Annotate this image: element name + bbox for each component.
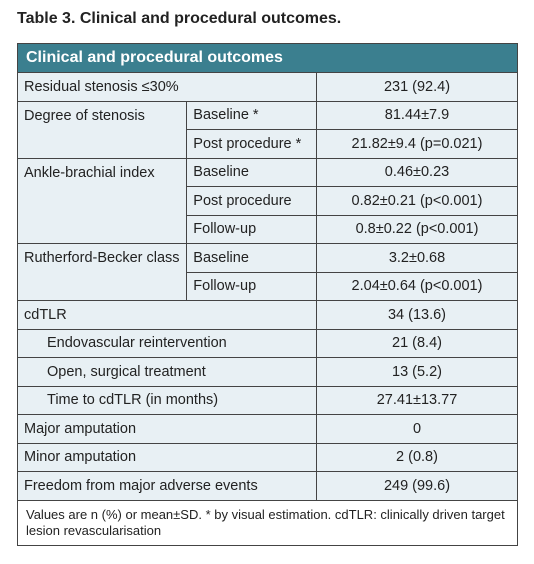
row: Ankle-brachial index Baseline 0.46±0.23 — [16, 157, 518, 244]
table-header: Clinical and procedural outcomes — [17, 43, 518, 73]
row: cdTLR 34 (13.6) — [17, 300, 518, 330]
row: Minor amputation 2 (0.8) — [17, 442, 518, 472]
group-label: Rutherford-Becker class — [16, 243, 188, 301]
row: Freedom from major adverse events 249 (99… — [17, 471, 518, 501]
group-label: Degree of stenosis — [16, 100, 188, 159]
outcomes-table: Clinical and procedural outcomes Residual… — [16, 43, 518, 546]
sub-label: Baseline — [186, 243, 317, 273]
label: Residual stenosis ≤30% — [17, 72, 317, 102]
row: Follow-up 2.04±0.64 (p<0.001) — [18, 271, 518, 301]
row: Clinical and procedural outcomes — [17, 43, 518, 73]
value: 0.8±0.22 (p<0.001) — [316, 214, 518, 244]
value: 0.82±0.21 (p<0.001) — [316, 186, 518, 216]
value: 2 (0.8) — [316, 442, 518, 472]
row: Rutherford-Becker class Baseline 3.2±0.68 — [16, 243, 518, 301]
item-label: Time to cdTLR (in months) — [17, 385, 317, 415]
value: 2.04±0.64 (p<0.001) — [316, 271, 518, 301]
sub-label: Baseline — [186, 157, 317, 187]
value: 0.46±0.23 — [316, 157, 518, 187]
label: cdTLR — [17, 300, 317, 330]
row: Post procedure * 21.82±9.4 (p=0.021) — [18, 129, 518, 159]
label: Freedom from major adverse events — [17, 471, 317, 501]
row: Open, surgical treatment 13 (5.2) — [17, 357, 518, 387]
row: Time to cdTLR (in months) 27.41±13.77 — [17, 385, 518, 415]
value: 0 — [316, 414, 518, 444]
label: Major amputation — [17, 414, 317, 444]
value: 27.41±13.77 — [316, 385, 518, 415]
sub-label: Post procedure — [186, 186, 317, 216]
row: Major amputation 0 — [17, 414, 518, 444]
row: Follow-up 0.8±0.22 (p<0.001) — [18, 214, 518, 244]
row: Residual stenosis ≤30% 231 (92.4) — [17, 72, 518, 102]
sub-label: Post procedure * — [186, 129, 317, 159]
value: 3.2±0.68 — [316, 243, 518, 273]
value: 81.44±7.9 — [316, 100, 518, 130]
value: 21.82±9.4 (p=0.021) — [316, 129, 518, 159]
sub-label: Follow-up — [186, 271, 317, 301]
sub-label: Follow-up — [186, 214, 317, 244]
table-title: Table 3. Clinical and procedural outcome… — [17, 10, 342, 27]
value: 231 (92.4) — [316, 72, 518, 102]
value: 21 (8.4) — [316, 328, 518, 358]
row: Endovascular reintervention 21 (8.4) — [17, 328, 518, 358]
row: Degree of stenosis Baseline * 81.44±7.9 — [16, 100, 518, 159]
row: Post procedure 0.82±0.21 (p<0.001) — [18, 186, 518, 216]
sub-label: Baseline * — [186, 100, 317, 130]
label: Minor amputation — [17, 442, 317, 472]
value: 34 (13.6) — [316, 300, 518, 330]
value: 249 (99.6) — [316, 471, 518, 501]
footnote: Values are n (%) or mean±SD. * by visual… — [17, 499, 518, 546]
value: 13 (5.2) — [316, 357, 518, 387]
item-label: Open, surgical treatment — [17, 357, 317, 387]
item-label: Endovascular reintervention — [17, 328, 317, 358]
group-label: Ankle-brachial index — [16, 157, 188, 244]
row: Values are n (%) or mean±SD. * by visual… — [17, 499, 518, 546]
